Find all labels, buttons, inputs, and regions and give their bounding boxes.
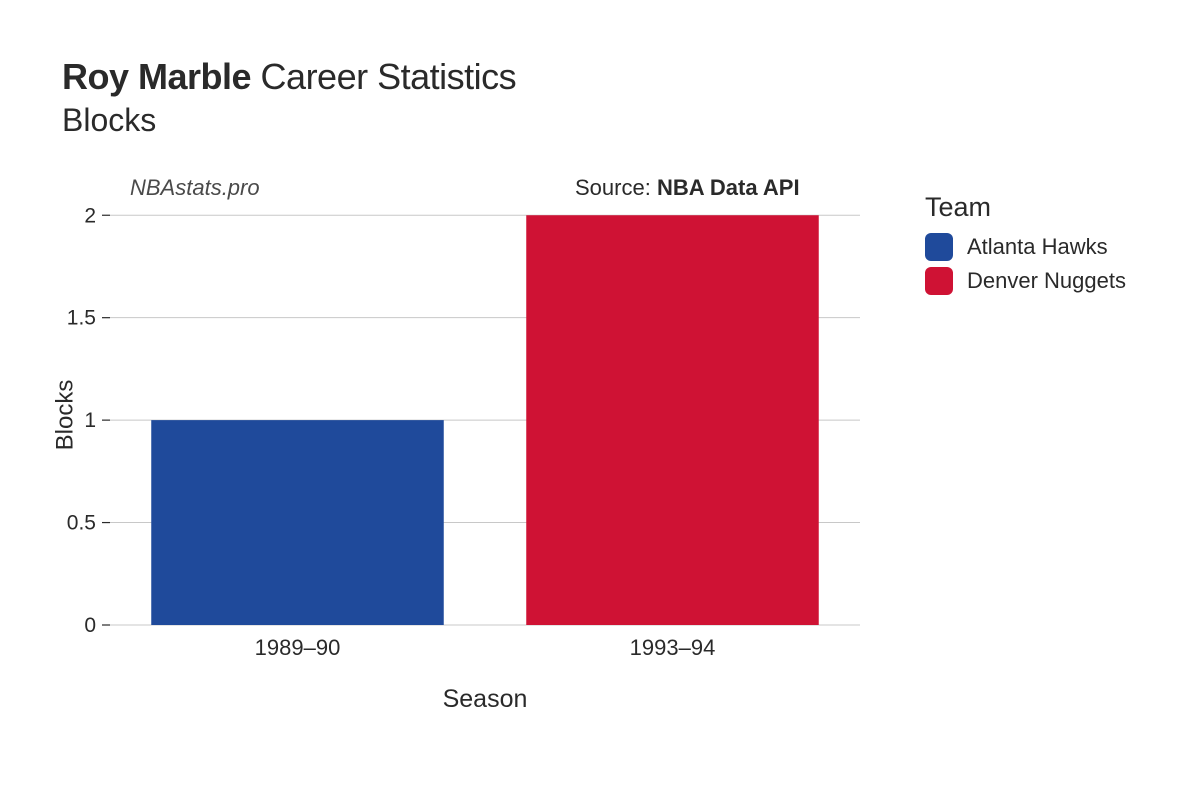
legend-label: Denver Nuggets: [967, 268, 1126, 294]
bar: [151, 420, 444, 625]
legend-items: Atlanta Hawks Denver Nuggets: [925, 233, 1126, 295]
y-tick-label: 2: [84, 204, 96, 227]
x-axis-label: Season: [110, 685, 860, 714]
x-tick-label: 1993–94: [630, 635, 716, 660]
source-name: NBA Data API: [657, 175, 800, 200]
legend-swatch: [925, 267, 953, 295]
legend-title: Team: [925, 192, 1126, 223]
legend-label: Atlanta Hawks: [967, 234, 1108, 260]
title-player-name: Roy Marble: [62, 56, 251, 97]
watermark-text: NBAstats.pro: [130, 175, 260, 201]
y-tick-label: 1.5: [67, 307, 96, 330]
bar: [526, 215, 819, 625]
chart-subtitle: Blocks: [62, 102, 516, 139]
legend-item: Atlanta Hawks: [925, 233, 1126, 261]
chart-title: Roy Marble Career Statistics: [62, 56, 516, 98]
source-attribution: Source: NBA Data API: [575, 175, 800, 201]
bar-chart: 00.511.521989–901993–94: [110, 205, 860, 625]
x-tick-label: 1989–90: [255, 635, 341, 660]
y-tick-label: 0.5: [67, 512, 96, 535]
source-prefix: Source:: [575, 175, 657, 200]
y-axis-label: Blocks: [51, 380, 79, 451]
plot-area: 00.511.521989–901993–94: [110, 205, 860, 625]
title-suffix: Career Statistics: [251, 56, 516, 97]
chart-page: Roy Marble Career Statistics Blocks NBAs…: [0, 0, 1200, 800]
legend-item: Denver Nuggets: [925, 267, 1126, 295]
y-tick-label: 1: [84, 409, 96, 432]
legend-swatch: [925, 233, 953, 261]
y-tick-label: 0: [84, 614, 96, 637]
title-block: Roy Marble Career Statistics Blocks: [62, 56, 516, 139]
legend: Team Atlanta Hawks Denver Nuggets: [925, 192, 1126, 301]
